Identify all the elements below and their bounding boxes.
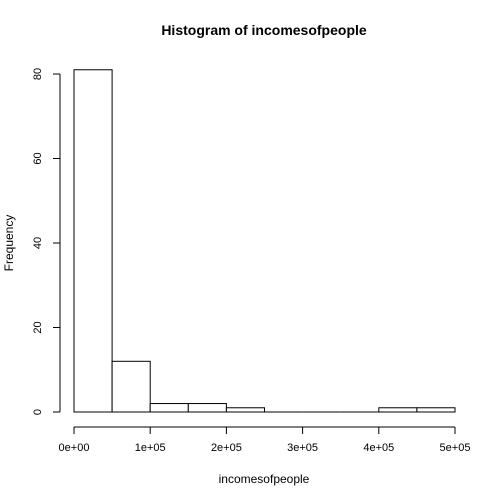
y-tick-label: 20 [32, 321, 44, 333]
x-axis-label: incomesofpeople [219, 472, 310, 486]
x-axis: 0e+00 1e+05 2e+05 3e+05 4e+05 5e+05 [59, 426, 471, 454]
y-tick-label: 80 [32, 68, 44, 80]
x-tick-label: 1e+05 [135, 442, 166, 454]
bars-group [73, 69, 456, 413]
x-tick-label: 2e+05 [211, 442, 242, 454]
histogram-bar-9 [416, 407, 456, 413]
x-tick-label: 0e+00 [59, 442, 90, 454]
histogram-bar-4 [225, 407, 265, 413]
x-tick-label: 3e+05 [287, 442, 318, 454]
histogram-bar-3 [187, 403, 227, 413]
histogram-bar-0 [73, 69, 113, 413]
x-tick-label: 5e+05 [440, 442, 471, 454]
x-tick-label: 4e+05 [363, 442, 394, 454]
y-tick-label: 60 [32, 152, 44, 164]
histogram-bar-8 [378, 407, 418, 413]
y-tick-label: 0 [32, 409, 44, 415]
histogram-bar-2 [149, 403, 189, 413]
histogram-bar-1 [111, 360, 151, 413]
y-axis-label: Frequency [2, 215, 16, 272]
chart-title: Histogram of incomesofpeople [161, 22, 367, 38]
y-axis: 0 20 40 60 80 [32, 68, 61, 415]
y-tick-label: 40 [32, 237, 44, 249]
